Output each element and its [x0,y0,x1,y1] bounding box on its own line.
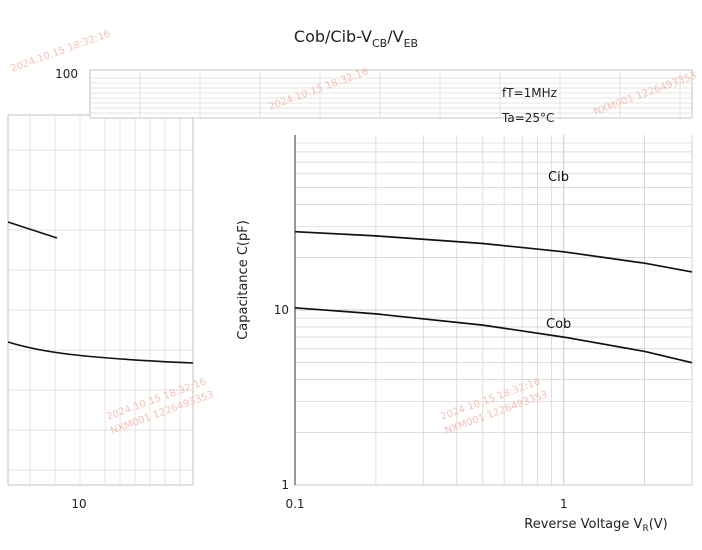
series-layer [294,230,693,364]
series-line-cob [294,306,693,364]
series-line-cib [294,230,693,273]
x-tick-label: 0.1 [285,497,304,511]
grid-lines [294,135,693,486]
left-fragment-grid [8,115,193,485]
annotation-temperature: Ta=25°C [501,111,554,125]
x-axis-label: Reverse Voltage VR(V) [524,517,668,534]
upper-grid-lines [90,70,692,119]
y-tick-label: 1 [281,478,289,492]
y-tick-labels: 1 10 100 [55,67,289,492]
x-tick-labels: 0.1 1 [285,497,567,511]
y-axis-label: Capacitance C(pF) [236,220,251,340]
upper-grid-panel [89,69,693,119]
y-tick-label: 10 [274,303,289,317]
chart-title: Cob/Cib-VCB/VEB [294,27,418,50]
x-tick-label: 1 [560,497,568,511]
annotation-frequency: fT=1MHz [502,86,557,100]
left-fragment-curve-upper [7,221,58,239]
left-fragment-frame [7,114,194,486]
y-tick-label: 100 [55,67,78,81]
series-label-cib: Cib [548,170,569,185]
series-label-cob: Cob [546,317,571,332]
left-fragment-panel: 10 [7,114,194,511]
left-fragment-curve-lower [7,341,194,364]
left-fragment-tick-label: 10 [71,497,86,511]
